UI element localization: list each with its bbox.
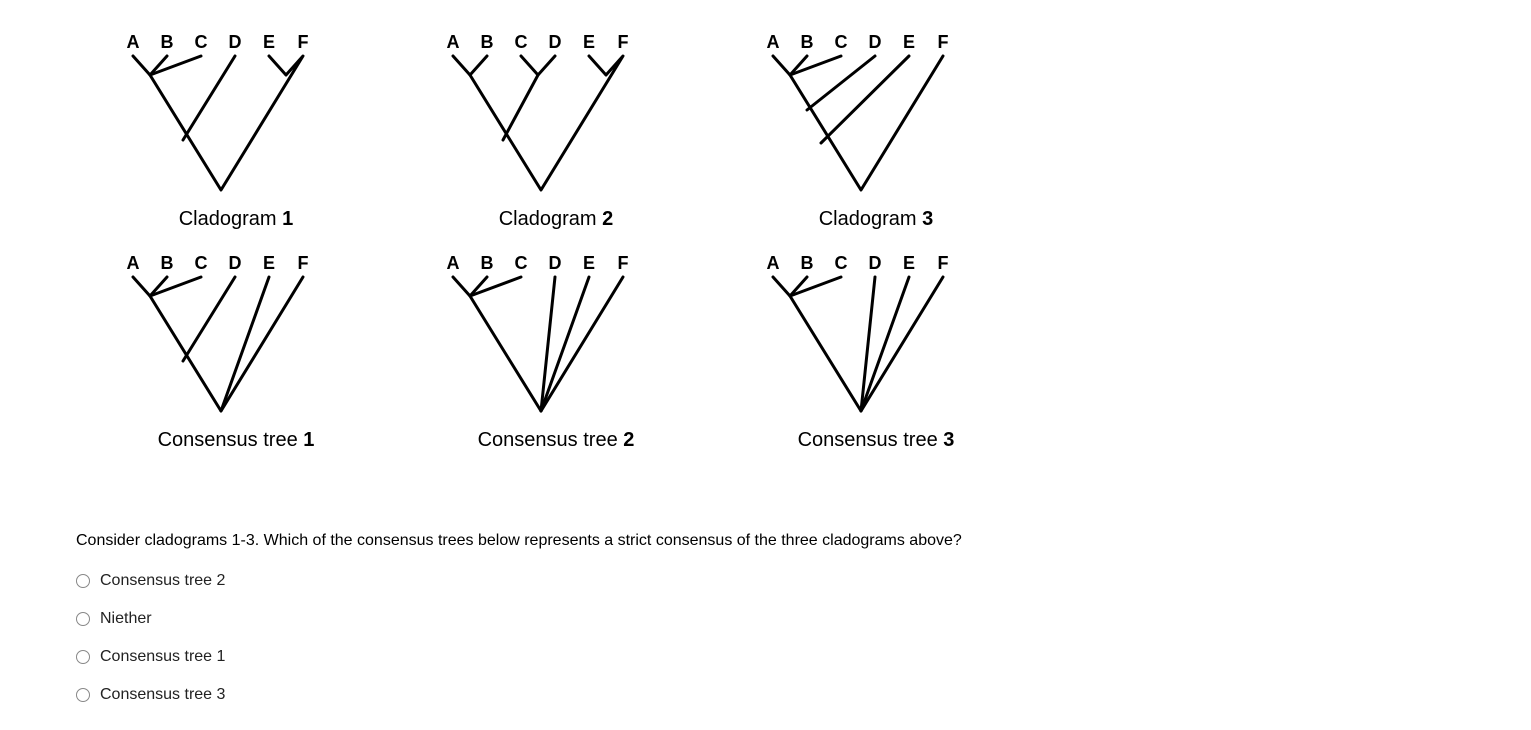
diagram-grid: A B C D E F Cladogram 1 A B C D E F Cladogram 2 A B C D E F… — [76, 30, 1531, 472]
caption-number: 2 — [602, 208, 613, 230]
taxon-label: B — [481, 253, 494, 273]
taxon-label: C — [195, 253, 208, 273]
taxon-label: B — [481, 32, 494, 52]
taxon-label: D — [549, 253, 562, 273]
cladogram1-cell: A B C D E F Cladogram 1 — [76, 30, 396, 231]
taxon-label: A — [127, 32, 140, 52]
branch-line — [790, 56, 943, 190]
taxon-label: E — [263, 32, 275, 52]
branch-line — [470, 56, 623, 190]
taxon-label: D — [229, 32, 242, 52]
taxon-label: E — [903, 253, 915, 273]
cladogram2-cell: A B C D E F Cladogram 2 — [396, 30, 716, 231]
caption-prefix: Cladogram — [499, 208, 602, 230]
branch-line — [821, 56, 909, 143]
radio-option-label: Niether — [100, 610, 152, 628]
taxon-label: C — [835, 32, 848, 52]
caption-prefix: Cladogram — [179, 208, 282, 230]
taxon-label: A — [767, 32, 780, 52]
taxon-label: A — [447, 253, 460, 273]
caption-number: 2 — [623, 429, 634, 451]
taxon-label: D — [229, 253, 242, 273]
cladogram3-caption: Cladogram 3 — [819, 208, 934, 231]
caption-number: 3 — [943, 429, 954, 451]
radio-option[interactable]: Consensus tree 1 — [76, 648, 1531, 666]
radio-input[interactable] — [76, 612, 90, 626]
taxon-label: E — [903, 32, 915, 52]
branch-line — [503, 75, 538, 140]
taxon-label: A — [767, 253, 780, 273]
cladogram3-svg: A B C D E F — [761, 30, 991, 200]
question-text: Consider cladograms 1-3. Which of the co… — [76, 532, 1531, 550]
branch-line — [150, 56, 303, 190]
consensus3-svg: A B C D E F — [761, 251, 991, 421]
cladogram3-cell: A B C D E F Cladogram 3 — [716, 30, 1036, 231]
taxon-label: D — [549, 32, 562, 52]
cladogram1-caption: Cladogram 1 — [179, 208, 294, 231]
consensus1-svg: A B C D E F — [121, 251, 351, 421]
taxon-label: C — [515, 253, 528, 273]
taxon-label: C — [835, 253, 848, 273]
consensus3-cell: A B C D E F Consensus tree 3 — [716, 251, 1036, 452]
consensus1-caption: Consensus tree 1 — [158, 429, 315, 452]
taxon-label: B — [801, 32, 814, 52]
caption-prefix: Consensus tree — [798, 429, 944, 451]
cladogram1-svg: A B C D E F — [121, 30, 351, 200]
radio-option[interactable]: Consensus tree 3 — [76, 686, 1531, 704]
taxon-label: D — [869, 253, 882, 273]
branch-line — [470, 277, 541, 411]
radio-input[interactable] — [76, 574, 90, 588]
taxon-label: B — [161, 253, 174, 273]
branch-line — [150, 277, 303, 411]
caption-number: 1 — [282, 208, 293, 230]
taxon-label: F — [938, 32, 949, 52]
diagram-row: A B C D E F Consensus tree 1 A B C D E F Consensus tr… — [76, 251, 1531, 452]
radio-input[interactable] — [76, 650, 90, 664]
caption-prefix: Cladogram — [819, 208, 922, 230]
taxon-label: A — [127, 253, 140, 273]
consensus2-caption: Consensus tree 2 — [478, 429, 635, 452]
taxon-label: F — [618, 253, 629, 273]
taxon-label: C — [195, 32, 208, 52]
caption-prefix: Consensus tree — [478, 429, 624, 451]
radio-option-label: Consensus tree 2 — [100, 572, 225, 590]
radio-option[interactable]: Niether — [76, 610, 1531, 628]
taxon-label: E — [263, 253, 275, 273]
branch-line — [453, 56, 487, 75]
cladogram2-caption: Cladogram 2 — [499, 208, 614, 231]
taxon-label: F — [938, 253, 949, 273]
caption-number: 3 — [922, 208, 933, 230]
caption-number: 1 — [303, 429, 314, 451]
taxon-label: E — [583, 32, 595, 52]
radio-option-label: Consensus tree 1 — [100, 648, 225, 666]
taxon-label: A — [447, 32, 460, 52]
radio-option-label: Consensus tree 3 — [100, 686, 225, 704]
branch-line — [183, 277, 235, 361]
radio-option[interactable]: Consensus tree 2 — [76, 572, 1531, 590]
branch-line — [521, 56, 555, 75]
taxon-label: F — [298, 253, 309, 273]
taxon-label: C — [515, 32, 528, 52]
radio-option-list: Consensus tree 2 Niether Consensus tree 1 C… — [76, 572, 1531, 704]
taxon-label: F — [298, 32, 309, 52]
taxon-label: F — [618, 32, 629, 52]
consensus2-svg: A B C D E F — [441, 251, 671, 421]
taxon-label: B — [801, 253, 814, 273]
caption-prefix: Consensus tree — [158, 429, 304, 451]
radio-input[interactable] — [76, 688, 90, 702]
consensus2-cell: A B C D E F Consensus tree 2 — [396, 251, 716, 452]
cladogram2-svg: A B C D E F — [441, 30, 671, 200]
taxon-label: D — [869, 32, 882, 52]
consensus1-cell: A B C D E F Consensus tree 1 — [76, 251, 396, 452]
branch-line — [183, 56, 235, 140]
taxon-label: E — [583, 253, 595, 273]
diagram-row: A B C D E F Cladogram 1 A B C D E F Cladogram 2 A B C D E F… — [76, 30, 1531, 231]
taxon-label: B — [161, 32, 174, 52]
consensus3-caption: Consensus tree 3 — [798, 429, 955, 452]
